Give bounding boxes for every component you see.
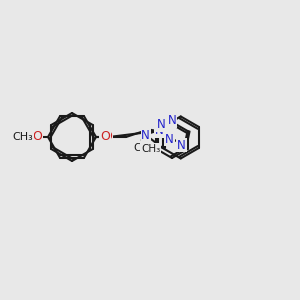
Text: O: O: [102, 130, 112, 143]
Text: O: O: [32, 130, 42, 143]
Text: N: N: [141, 129, 150, 142]
Text: N: N: [177, 139, 186, 152]
Text: O: O: [100, 130, 110, 143]
Text: N: N: [157, 118, 166, 131]
Text: CH₃: CH₃: [141, 144, 160, 154]
Text: CH₃: CH₃: [13, 132, 33, 142]
Text: CH₃: CH₃: [133, 143, 152, 153]
Text: N: N: [165, 133, 174, 146]
Text: N: N: [168, 115, 176, 128]
Text: N: N: [155, 124, 164, 137]
